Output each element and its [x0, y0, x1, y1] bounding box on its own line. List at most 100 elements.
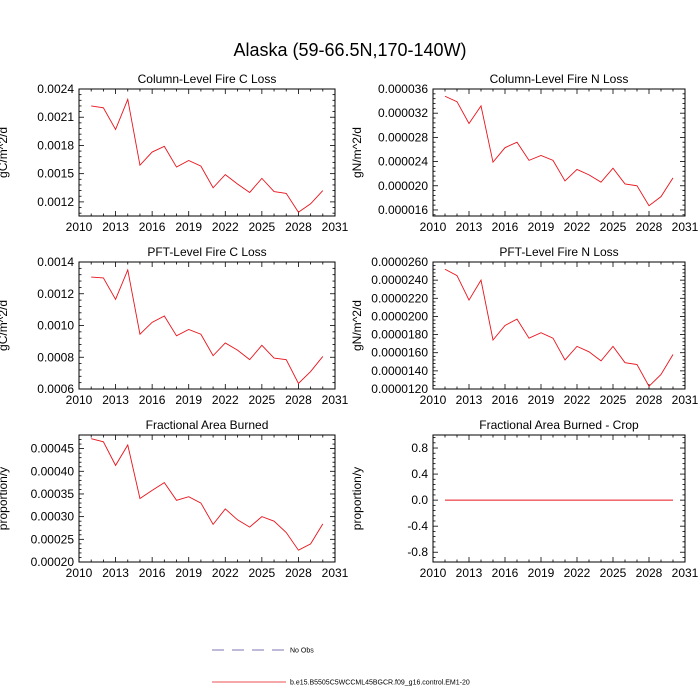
x-tick-label: 2022	[564, 393, 591, 407]
data-point	[188, 329, 189, 330]
data-point	[576, 346, 577, 347]
x-tick-label: 2010	[420, 566, 447, 580]
x-tick-label: 2031	[322, 566, 349, 580]
data-point	[600, 182, 601, 183]
data-point	[200, 502, 201, 503]
data-point	[492, 339, 493, 340]
data-point	[152, 151, 153, 152]
data-point	[164, 315, 165, 316]
data-point	[261, 178, 262, 179]
y-tick-label: 0.4	[411, 467, 428, 481]
y-tick-label: 0.0000140	[371, 364, 428, 378]
y-tick-label: 0.8	[411, 441, 428, 455]
data-point	[672, 354, 673, 355]
data-point	[298, 212, 299, 213]
x-tick-label: 2028	[285, 566, 312, 580]
y-axis-label: gC/m^2/d	[0, 127, 10, 178]
x-tick-label: 2016	[492, 220, 519, 234]
y-tick-label: 0.0000180	[371, 328, 428, 342]
data-point	[200, 166, 201, 167]
x-tick-label: 2013	[102, 566, 129, 580]
data-point	[528, 160, 529, 161]
plot-frame	[78, 434, 336, 563]
data-point	[588, 500, 589, 501]
x-tick-label: 2013	[456, 220, 483, 234]
data-point	[286, 532, 287, 533]
x-tick-label: 2025	[249, 393, 276, 407]
data-point	[273, 191, 274, 192]
data-point	[261, 345, 262, 346]
data-point	[273, 521, 274, 522]
data-point	[492, 500, 493, 501]
x-tick-label: 2016	[139, 220, 166, 234]
data-point	[115, 465, 116, 466]
data-point	[176, 335, 177, 336]
data-point	[456, 101, 457, 102]
data-point	[444, 500, 445, 501]
data-point	[225, 508, 226, 509]
x-tick-label: 2028	[636, 566, 663, 580]
data-point	[612, 500, 613, 501]
data-point	[504, 147, 505, 148]
data-point	[127, 269, 128, 270]
data-point	[188, 496, 189, 497]
data-point	[139, 498, 140, 499]
data-point	[528, 500, 529, 501]
x-tick-label: 2019	[528, 393, 555, 407]
data-point	[564, 180, 565, 181]
data-point	[286, 359, 287, 360]
data-point	[237, 519, 238, 520]
data-point	[115, 129, 116, 130]
data-point	[310, 371, 311, 372]
panel-title: Fractional Area Burned	[146, 418, 269, 432]
y-tick-label: 0.000032	[378, 106, 428, 120]
y-tick-label: 0.0	[411, 493, 428, 507]
x-tick-label: 2022	[564, 566, 591, 580]
x-tick-label: 2019	[175, 566, 202, 580]
plot-frame	[432, 434, 686, 563]
data-point	[273, 357, 274, 358]
y-tick-label: 0.0024	[37, 82, 74, 96]
x-tick-label: 2031	[672, 220, 699, 234]
data-point	[660, 196, 661, 197]
data-point	[600, 360, 601, 361]
data-point	[310, 543, 311, 544]
x-tick-label: 2019	[528, 566, 555, 580]
x-tick-label: 2025	[600, 566, 627, 580]
data-point	[164, 482, 165, 483]
data-point	[212, 187, 213, 188]
data-point	[127, 99, 128, 100]
x-tick-label: 2022	[212, 393, 239, 407]
data-point	[588, 351, 589, 352]
x-tick-label: 2016	[139, 566, 166, 580]
y-tick-label: 0.0000220	[371, 291, 428, 305]
y-axis-label: gN/m^2/d	[350, 300, 364, 351]
x-tick-label: 2025	[249, 220, 276, 234]
y-tick-label: 0.0000260	[371, 255, 428, 269]
x-tick-label: 2028	[636, 393, 663, 407]
data-point	[456, 275, 457, 276]
legend-noobs-label: No Obs	[290, 648, 314, 655]
series-line	[444, 268, 674, 388]
data-point	[504, 500, 505, 501]
data-point	[91, 438, 92, 439]
y-tick-label: 0.0000160	[371, 346, 428, 360]
data-point	[103, 441, 104, 442]
data-point	[200, 334, 201, 335]
data-point	[127, 444, 128, 445]
data-point	[115, 299, 116, 300]
data-point	[540, 500, 541, 501]
data-point	[286, 193, 287, 194]
data-point	[225, 342, 226, 343]
data-point	[564, 500, 565, 501]
data-point	[188, 160, 189, 161]
data-point	[672, 177, 673, 178]
figure-title: Alaska (59-66.5N,170-140W)	[233, 40, 466, 60]
data-point	[152, 490, 153, 491]
x-tick-label: 2016	[492, 393, 519, 407]
y-tick-label: 0.00020	[31, 555, 75, 569]
data-point	[298, 550, 299, 551]
data-point	[298, 383, 299, 384]
y-tick-label: 0.0014	[37, 255, 74, 269]
